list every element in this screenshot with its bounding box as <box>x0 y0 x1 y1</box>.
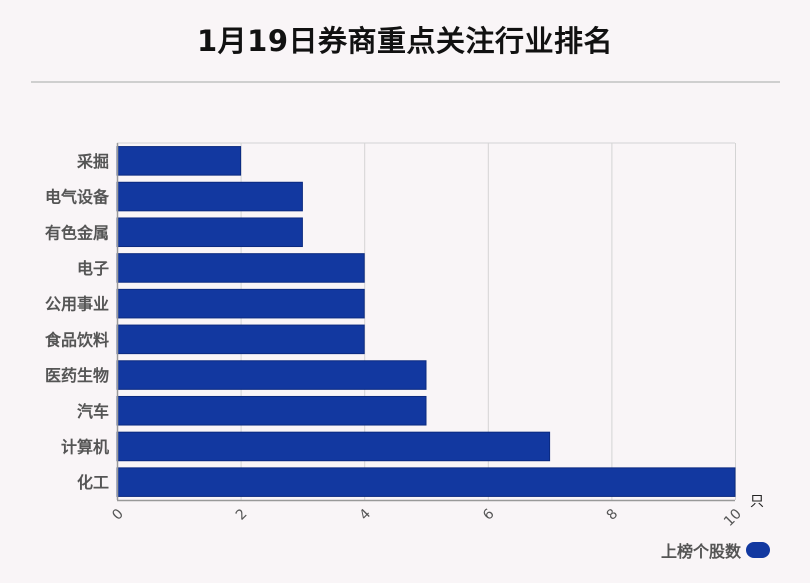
bar <box>116 467 736 497</box>
bars <box>116 146 736 497</box>
category-label: 汽车 <box>77 402 109 421</box>
x-tick-label: 10 <box>721 506 745 530</box>
category-label: 有色金属 <box>45 223 109 242</box>
bar <box>116 217 303 248</box>
x-tick-labels: 0 2 4 6 8 10 <box>109 506 745 530</box>
category-label: 计算机 <box>61 437 109 456</box>
category-label: 采掘 <box>76 152 109 171</box>
category-label: 食品饮料 <box>44 330 109 349</box>
category-label: 医药生物 <box>45 366 109 385</box>
x-tick-label: 2 <box>233 506 251 524</box>
bar <box>116 288 365 319</box>
axes <box>116 142 735 502</box>
chart-title: 1月19日券商重点关注行业排名 <box>196 24 614 58</box>
bar <box>116 146 242 176</box>
x-tick-label: 6 <box>480 506 498 524</box>
x-tick-label: 8 <box>604 506 622 524</box>
legend-swatch <box>746 542 770 558</box>
bar <box>116 253 365 283</box>
x-tick-label: 0 <box>109 506 127 524</box>
bar <box>116 181 303 212</box>
bar <box>116 431 551 462</box>
legend-label: 上榜个股数 <box>660 542 741 561</box>
category-label: 公用事业 <box>45 295 109 314</box>
bar <box>116 324 365 355</box>
category-label: 化工 <box>77 473 109 492</box>
x-tick-label: 4 <box>356 506 374 524</box>
legend[interactable]: 上榜个股数 <box>661 538 770 562</box>
bar <box>116 395 427 426</box>
title-divider <box>31 81 780 83</box>
category-label: 电气设备 <box>45 188 110 207</box>
x-axis-unit-label: 只 <box>750 494 764 510</box>
bar <box>116 360 427 390</box>
category-label: 电子 <box>77 259 109 278</box>
